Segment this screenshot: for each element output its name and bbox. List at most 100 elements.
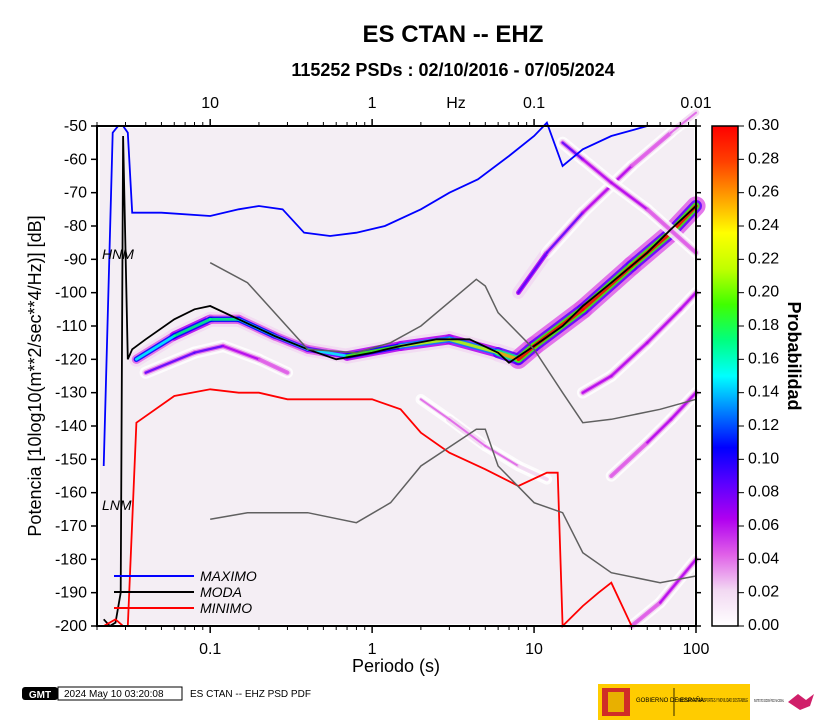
ign-logo: INSTITUTO GEOGRÁFICO NACIONAL xyxy=(754,694,814,710)
series-maximo xyxy=(102,121,696,467)
timestamp-box xyxy=(57,686,183,701)
density-segment xyxy=(581,164,633,214)
colorbar-tick-label: 0.02 xyxy=(748,584,779,601)
gmt-logo-text: GMT xyxy=(29,690,51,701)
y-tick-label: -120 xyxy=(55,351,87,368)
colorbar: 0.30 0.28 0.26 0.24 0.22 0.20 0.18 0.16 0.14 0.12… xyxy=(711,117,804,634)
density-segment xyxy=(610,441,649,478)
x2-tick-label: 10 xyxy=(201,95,219,112)
x-tick-label: 0.1 xyxy=(199,641,221,658)
colorbar-tick-label: 0.28 xyxy=(748,150,779,167)
gov-label: GOBIERNO DE ESPAÑA xyxy=(636,697,704,704)
density-segment xyxy=(517,465,548,481)
ministry-label: MINISTERIO DE TRANSPORTES Y MOVILIDAD SO… xyxy=(678,698,748,704)
timestamp: 2024 May 10 03:20:08 xyxy=(64,689,164,700)
gmt-logo xyxy=(22,687,58,700)
density-segment xyxy=(545,211,584,254)
colorbar-label: Probabilidad xyxy=(784,301,804,410)
colorbar-scale xyxy=(711,125,739,627)
density-segment xyxy=(679,291,698,311)
y-tick-label: -90 xyxy=(64,251,87,268)
legend: MAXIMO MODA MINIMO xyxy=(114,568,257,616)
colorbar-tick-label: 0.24 xyxy=(748,217,779,234)
series-lnm xyxy=(210,428,697,584)
density-segment xyxy=(257,358,289,374)
x2-axis-label: Hz xyxy=(446,95,466,112)
density-segment xyxy=(448,418,487,448)
density-ridge xyxy=(576,286,702,399)
colorbar-tick-label: 0.16 xyxy=(748,350,779,367)
density-segment xyxy=(419,398,451,421)
y-tick-label: -170 xyxy=(55,518,87,535)
series-minimo xyxy=(103,388,696,629)
x2-tick-label: 0.01 xyxy=(680,95,711,112)
density-ridge xyxy=(556,136,702,259)
density-segment xyxy=(193,344,225,354)
colorbar-tick-label: 0.22 xyxy=(748,250,779,267)
x2-tick-label: 1 xyxy=(368,95,377,112)
density-segment xyxy=(172,317,212,338)
colorbar-tick-label: 0.10 xyxy=(748,450,779,467)
colorbar-tick-label: 0.00 xyxy=(748,617,779,634)
y-tick-label: -80 xyxy=(64,218,87,235)
density-segment xyxy=(646,208,698,254)
x-tick-label: 1 xyxy=(368,641,377,658)
plot-area xyxy=(96,107,706,632)
y-axis-label: Potencia [10log10(m**2/sec**4/Hz)] [dB] xyxy=(25,215,45,536)
y-tick-label: -150 xyxy=(55,451,87,468)
chart-subtitle: 115252 PSDs : 02/10/2016 - 07/05/2024 xyxy=(291,60,614,80)
density-background xyxy=(100,128,694,624)
density-segment xyxy=(581,374,613,394)
x-tick-label: 100 xyxy=(683,641,710,658)
institute-label: INSTITUTO GEOGRÁFICO NACIONAL xyxy=(754,697,784,703)
density-segment xyxy=(581,158,613,184)
density-segment xyxy=(561,141,584,161)
series-moda xyxy=(103,135,697,628)
density-segment xyxy=(646,308,682,344)
x2-tick-label: 0.1 xyxy=(523,95,545,112)
density-segment xyxy=(669,391,698,421)
density-segment xyxy=(221,344,261,361)
footer: GMT 2024 May 10 03:20:08 ES CTAN -- EHZ … xyxy=(22,684,814,720)
colorbar-tick-label: 0.06 xyxy=(748,517,779,534)
density-segment xyxy=(144,351,196,374)
y-tick-label: -130 xyxy=(55,385,87,402)
y-tick-label: -60 xyxy=(64,151,87,168)
density-segment xyxy=(610,341,649,378)
legend-label-maximo: MAXIMO xyxy=(200,568,257,584)
density-segment xyxy=(630,601,662,628)
density-segment xyxy=(610,181,649,211)
colorbar-tick-label: 0.14 xyxy=(748,384,779,401)
colorbar-tick-label: 0.30 xyxy=(748,117,779,134)
y-tick-label: -200 xyxy=(55,618,87,635)
y-tick-label: -160 xyxy=(55,485,87,502)
annotation-lnm: LNM xyxy=(102,497,132,513)
x-tick-label: 10 xyxy=(525,641,543,658)
density-ridge xyxy=(139,339,294,379)
colorbar-tick-label: 0.08 xyxy=(748,484,779,501)
y-tick-label: -70 xyxy=(64,185,87,202)
y-tick-label: -100 xyxy=(55,285,87,302)
y-tick-label: -50 xyxy=(64,118,87,135)
density-segment xyxy=(517,251,549,294)
density-segment xyxy=(484,445,520,467)
density-ridge xyxy=(625,553,702,632)
density-ridge xyxy=(512,107,702,299)
y-tick-label: -190 xyxy=(55,585,87,602)
ministry-banner: GOBIERNO DE ESPAÑA MINISTERIO DE TRANSPO… xyxy=(598,684,750,720)
annotation-hnm: HNM xyxy=(102,246,134,262)
legend-label-moda: MODA xyxy=(200,584,242,600)
colorbar-tick-label: 0.12 xyxy=(748,417,779,434)
density-segment xyxy=(658,558,698,604)
density-segment xyxy=(447,337,500,355)
curve-layer xyxy=(102,121,697,629)
series-hnm xyxy=(209,262,697,424)
colorbar-tick-label: 0.20 xyxy=(748,284,779,301)
footer-caption: ES CTAN -- EHZ PSD PDF xyxy=(190,689,311,700)
ign-emblem-icon xyxy=(788,694,814,710)
density-ridge xyxy=(415,394,553,485)
colorbar-tick-label: 0.26 xyxy=(748,184,779,201)
colorbar-tick-label: 0.18 xyxy=(748,317,779,334)
y-tick-label: -180 xyxy=(55,551,87,568)
